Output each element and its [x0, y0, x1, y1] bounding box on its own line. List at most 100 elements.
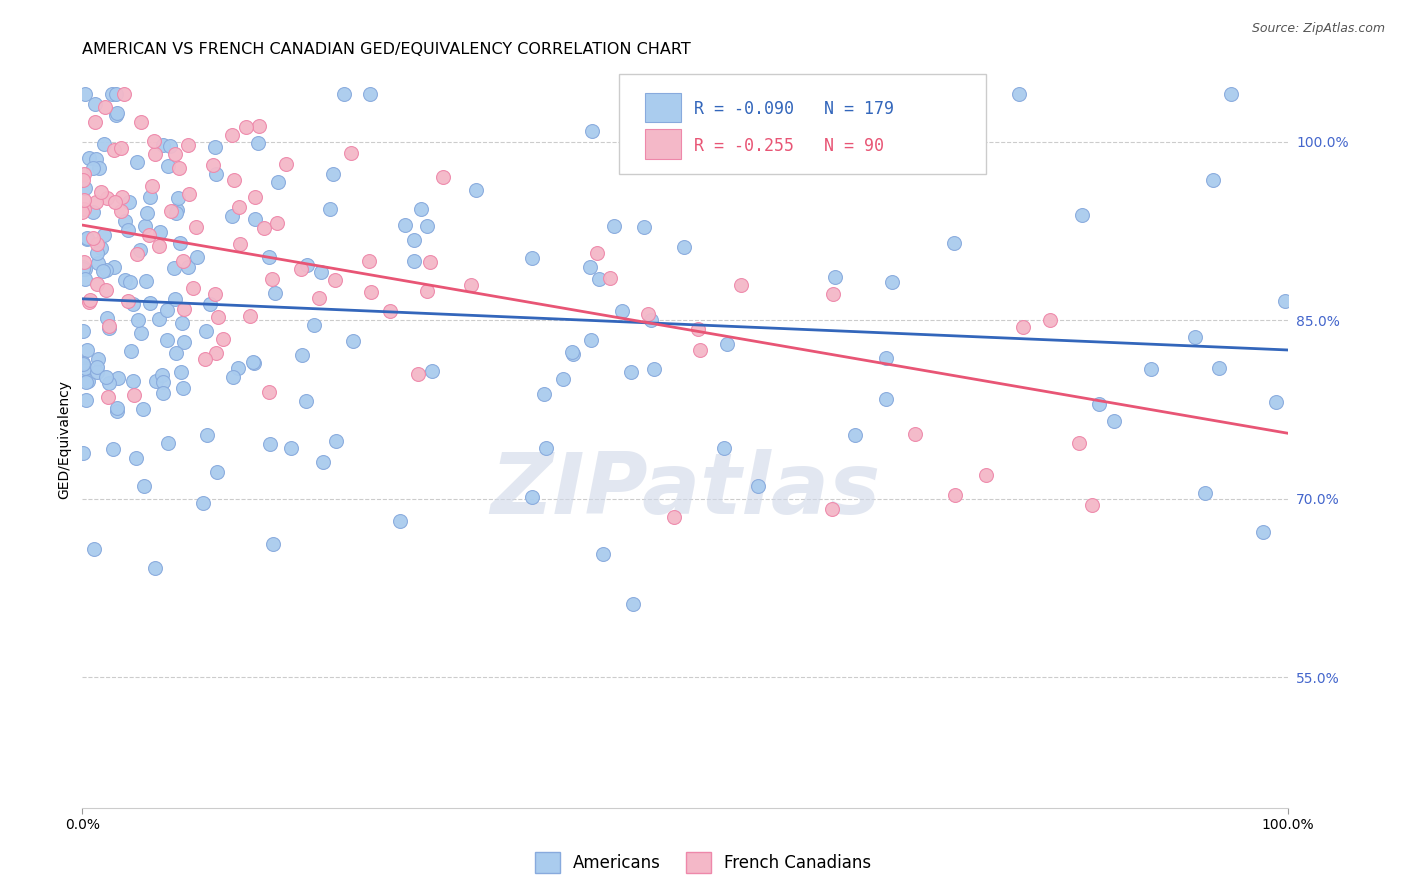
Point: [135, 274, 157, 288]
Point: [148, 312, 170, 326]
Point: [325, 434, 347, 449]
Point: [97, 319, 120, 334]
Point: [465, 184, 488, 198]
Point: [195, 428, 218, 442]
Point: [713, 441, 735, 455]
Point: [167, 161, 190, 176]
Point: [1008, 87, 1031, 102]
Point: [170, 316, 193, 330]
Point: [592, 547, 614, 561]
Point: [730, 278, 752, 293]
Text: Source: ZipAtlas.com: Source: ZipAtlas.com: [1251, 22, 1385, 36]
Point: [1069, 435, 1091, 450]
Point: [100, 87, 122, 102]
Point: [131, 402, 153, 417]
Point: [76, 230, 98, 244]
Point: [247, 119, 270, 133]
Point: [904, 427, 927, 442]
Point: [73, 87, 96, 102]
Point: [191, 496, 214, 510]
Point: [312, 455, 335, 469]
Point: [245, 190, 267, 204]
Point: [266, 216, 288, 230]
Point: [522, 490, 544, 504]
Point: [599, 271, 621, 285]
Point: [747, 479, 769, 493]
Point: [823, 287, 845, 301]
Point: [152, 376, 174, 390]
Point: [79, 293, 101, 308]
Point: [86, 359, 108, 374]
Point: [252, 221, 274, 235]
Point: [156, 435, 179, 450]
Point: [96, 263, 118, 277]
Point: [389, 514, 412, 528]
Point: [581, 124, 603, 138]
Point: [84, 152, 107, 166]
Point: [156, 302, 179, 317]
Point: [1039, 312, 1062, 326]
Point: [75, 181, 97, 195]
Point: [342, 334, 364, 348]
Point: [824, 269, 846, 284]
Point: [72, 173, 94, 187]
Point: [163, 292, 186, 306]
Point: [416, 285, 439, 299]
Point: [588, 272, 610, 286]
Point: [139, 295, 162, 310]
Point: [419, 254, 441, 268]
Point: [1140, 362, 1163, 376]
Point: [166, 203, 188, 218]
Point: [533, 386, 555, 401]
Point: [360, 285, 382, 300]
Point: [75, 262, 97, 277]
Point: [118, 275, 141, 289]
Point: [179, 186, 201, 201]
Point: [260, 272, 283, 286]
Point: [143, 560, 166, 574]
Point: [198, 297, 221, 311]
Point: [131, 326, 153, 340]
Point: [172, 381, 194, 395]
Point: [295, 258, 318, 272]
Point: [181, 281, 204, 295]
Point: [1251, 524, 1274, 539]
Point: [222, 369, 245, 384]
Point: [309, 265, 332, 279]
Point: [82, 231, 104, 245]
Point: [84, 194, 107, 209]
Point: [263, 537, 285, 551]
Point: [167, 191, 190, 205]
Point: [75, 376, 97, 390]
Point: [93, 228, 115, 243]
Point: [86, 236, 108, 251]
Point: [142, 134, 165, 148]
Point: [101, 442, 124, 457]
Point: [145, 375, 167, 389]
Point: [226, 360, 249, 375]
Point: [711, 95, 734, 109]
Point: [212, 333, 235, 347]
Point: [105, 401, 128, 416]
Point: [127, 313, 149, 327]
Point: [84, 97, 107, 112]
Y-axis label: GED/Equivalency: GED/Equivalency: [58, 380, 72, 499]
Point: [131, 115, 153, 129]
Point: [1088, 397, 1111, 411]
Point: [157, 159, 180, 173]
Point: [83, 541, 105, 556]
Legend: Americans, French Canadians: Americans, French Canadians: [529, 846, 877, 880]
Point: [165, 206, 187, 220]
Point: [416, 219, 439, 234]
Point: [76, 343, 98, 357]
Point: [72, 260, 94, 274]
Point: [77, 151, 100, 165]
Point: [420, 363, 443, 377]
Point: [127, 154, 149, 169]
Point: [73, 360, 96, 375]
Point: [1265, 395, 1288, 409]
Point: [129, 243, 152, 257]
Point: [86, 277, 108, 291]
Point: [76, 375, 98, 389]
Point: [205, 346, 228, 360]
